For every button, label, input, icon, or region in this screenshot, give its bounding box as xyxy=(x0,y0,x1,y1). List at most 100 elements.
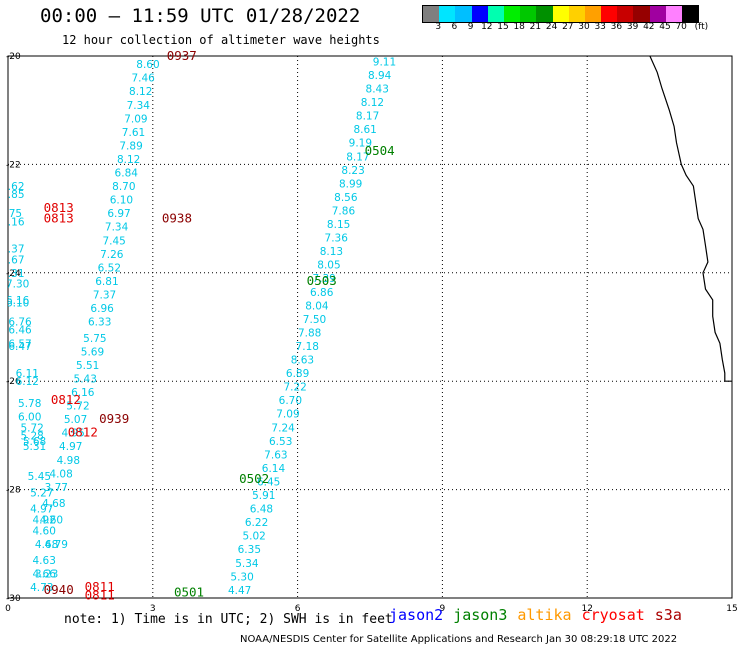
swh-value-label: 5.30 xyxy=(230,571,253,583)
swh-value-label: 8.12 xyxy=(361,97,384,109)
swh-value-label: 7.18 xyxy=(296,341,319,353)
y-tick-label: -30 xyxy=(6,594,21,604)
swh-value-label: 5.78 xyxy=(18,398,41,410)
swh-value-label: 8.17 xyxy=(356,111,379,123)
colorbar-swatch xyxy=(617,6,634,22)
colorbar-label: 42 xyxy=(643,22,655,32)
swh-value-label: 9.19 xyxy=(349,138,372,150)
swh-value-label: 4.68 xyxy=(35,539,58,551)
swh-value-label: 7.45 xyxy=(102,235,125,247)
colorbar-swatch xyxy=(633,6,650,22)
swh-value-label: 8.12 xyxy=(129,86,152,98)
swh-value-label: 5.75 xyxy=(83,333,106,345)
swh-value-label: 5.72 xyxy=(20,422,43,434)
colorbar-label: 39 xyxy=(626,22,639,32)
colorbar-swatch xyxy=(601,6,618,22)
swh-value-label: 5.91 xyxy=(252,490,275,502)
coastline xyxy=(649,56,732,382)
colorbar-swatch xyxy=(536,6,553,22)
track-time-label: 0813 xyxy=(44,200,74,215)
chart-subtitle: 12 hour collection of altimeter wave hei… xyxy=(62,33,380,47)
swh-value-label: 6.76 xyxy=(8,317,32,329)
colorbar-swatch xyxy=(471,6,488,22)
swh-value-label: 7.61 xyxy=(122,127,145,139)
swh-value-label: 5.07 xyxy=(64,414,87,426)
swh-value-label: 6.22 xyxy=(245,517,268,529)
swh-value-label: 5.02 xyxy=(242,531,265,543)
colorbar-swatch xyxy=(487,6,504,22)
swh-value-label: 4.60 xyxy=(40,514,63,526)
swh-value-label: 6.67 xyxy=(1,254,24,266)
x-tick-label: 6 xyxy=(295,604,301,614)
swh-value-label: 6.47 xyxy=(8,341,31,353)
swh-value-label: 7.63 xyxy=(264,449,287,461)
swh-value-label: 3.77 xyxy=(45,482,68,494)
legend-item-s3a: s3a xyxy=(654,606,682,624)
track-time-label: 0811 xyxy=(85,587,115,602)
swh-value-label: 5.69 xyxy=(81,346,104,358)
swh-value-label: 6.85 xyxy=(1,189,24,201)
track-time-label: 0501 xyxy=(174,585,204,600)
swh-value-label: 8.23 xyxy=(341,165,364,177)
colorbar-swatch xyxy=(423,6,440,22)
swh-value-label: 5.28 xyxy=(20,430,43,442)
swh-value-label: 6.12 xyxy=(16,376,39,388)
track-time-label: 0812 xyxy=(51,392,81,407)
swh-value-label: 8.04 xyxy=(305,300,329,312)
swh-value-label: 6.00 xyxy=(18,411,41,423)
swh-value-label: 7.50 xyxy=(303,314,326,326)
colorbar-label: 9 xyxy=(467,22,474,32)
swh-value-label: 7.37 xyxy=(1,243,24,255)
swh-value-label: 5.43 xyxy=(74,373,97,385)
legend: jason2 jason3 altika cryosat s3a xyxy=(389,606,692,624)
swh-value-label: 7.88 xyxy=(298,327,321,339)
swh-value-label: 6.84 xyxy=(115,168,139,180)
swh-value-label: 7.30 xyxy=(6,279,29,291)
swh-value-label: 4.97 xyxy=(30,504,53,516)
swh-value-label: 7.24 xyxy=(271,422,295,434)
plot-frame xyxy=(7,55,733,599)
colorbar-swatch xyxy=(520,6,537,22)
track-time-label: 0504 xyxy=(365,143,395,158)
swh-value-label: 9.11 xyxy=(373,56,396,68)
swh-value-label: 6.10 xyxy=(6,298,29,310)
swh-value-label: 6.35 xyxy=(238,544,261,556)
swh-value-label: 6.16 xyxy=(71,387,95,399)
swh-value-label: 7.89 xyxy=(119,140,142,152)
swh-value-label: 7.39 xyxy=(312,273,335,285)
colorbar-swatch xyxy=(503,6,521,22)
track-time-label: 0937 xyxy=(167,48,197,63)
track-time-label: 0502 xyxy=(239,471,269,486)
swh-value-label: 7.22 xyxy=(283,382,306,394)
swh-value-label: 6.70 xyxy=(279,395,302,407)
swh-value-label: 6.57 xyxy=(8,338,31,350)
swh-value-label: 5.45 xyxy=(28,471,51,483)
swh-value-label: 6.14 xyxy=(262,463,286,475)
swh-value-label: 5.68 xyxy=(23,436,46,448)
swh-value-label: 7.86 xyxy=(332,205,356,217)
swh-value-label: 8.15 xyxy=(327,219,350,231)
swh-value-label: 3.23 xyxy=(35,569,58,581)
colorbar-swatch xyxy=(682,6,699,22)
swh-value-label: 6.86 xyxy=(310,287,334,299)
swh-value-label: 7.09 xyxy=(276,409,299,421)
credit-line: NOAA/NESDIS Center for Satellite Applica… xyxy=(240,634,678,645)
colorbar-label: 18 xyxy=(513,22,525,32)
colorbar-unit: (ft) xyxy=(694,22,709,32)
swh-value-label: 8.17 xyxy=(346,151,369,163)
swh-value-label: 7.26 xyxy=(100,249,124,261)
swh-value-label: 7.34 xyxy=(127,100,151,112)
swh-value-label: 4.47 xyxy=(228,585,251,597)
track-time-label: 0813 xyxy=(44,211,74,226)
y-tick-label: -20 xyxy=(6,52,21,62)
colorbar-swatch xyxy=(584,6,602,22)
y-tick-label: -22 xyxy=(6,160,21,170)
colorbar-labels: 3 6 9 12 15 18 21 24 27 30 33 36 39 42 45 70 (ft) xyxy=(422,22,740,34)
swh-value-label: 8.60 xyxy=(136,59,159,71)
swh-value-label: 8.43 xyxy=(366,84,389,96)
swh-value-label: 4.66 xyxy=(33,569,57,581)
colorbar xyxy=(422,5,700,23)
swh-value-label: 5.34 xyxy=(235,558,259,570)
x-tick-label: 9 xyxy=(440,604,446,614)
